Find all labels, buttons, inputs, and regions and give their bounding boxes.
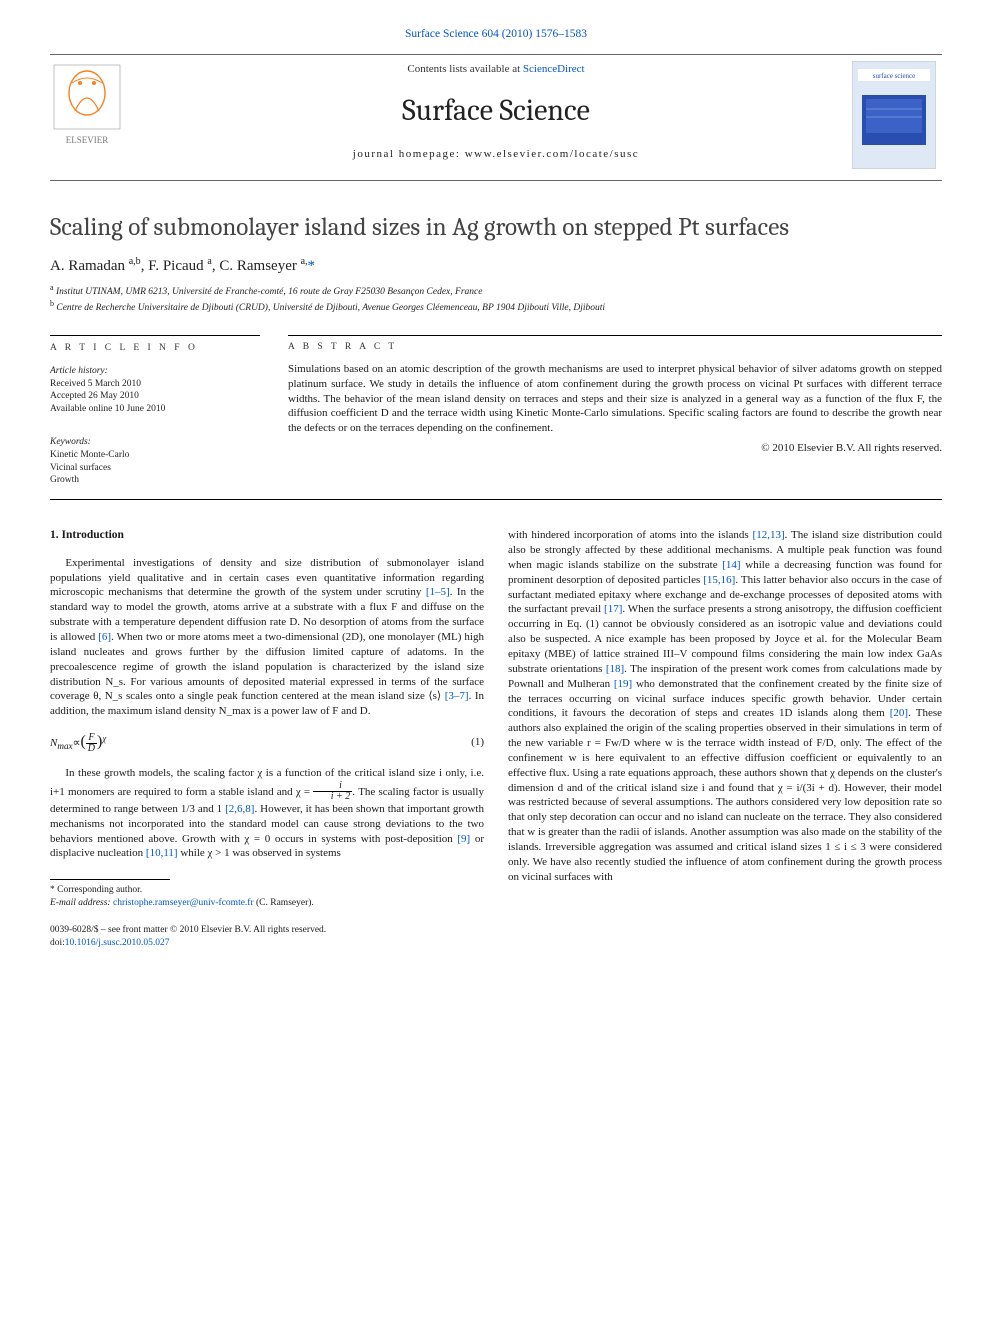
- keyword-3: Growth: [50, 474, 260, 487]
- cite-17[interactable]: [17]: [604, 603, 622, 615]
- affiliation-a: a Institut UTINAM, UMR 6213, Université …: [50, 283, 942, 299]
- journal-homepage[interactable]: journal homepage: www.elsevier.com/locat…: [353, 148, 639, 160]
- article-info: A R T I C L E I N F O Article history: R…: [50, 335, 260, 487]
- abstract-copyright: © 2010 Elsevier B.V. All rights reserved…: [288, 442, 942, 454]
- journal-header: ELSEVIER Contents lists available at Sci…: [50, 54, 942, 180]
- history-online: Available online 10 June 2010: [50, 403, 260, 416]
- keyword-2: Vicinal surfaces: [50, 462, 260, 475]
- history-received: Received 5 March 2010: [50, 378, 260, 391]
- abstract-text: Simulations based on an atomic descripti…: [288, 362, 942, 436]
- para-1: Experimental investigations of density a…: [50, 556, 484, 719]
- equation-1-number: (1): [454, 735, 484, 750]
- svg-text:surface science: surface science: [873, 72, 916, 80]
- email-line: E-mail address: christophe.ramseyer@univ…: [50, 897, 480, 910]
- corr-email[interactable]: christophe.ramseyer@univ-fcomte.fr: [113, 898, 254, 908]
- contents-line: Contents lists available at ScienceDirec…: [407, 63, 584, 75]
- doi-line: doi:10.1016/j.susc.2010.05.027: [50, 937, 484, 950]
- authors: A. Ramadan a,b, F. Picaud a, C. Ramseyer…: [50, 256, 942, 275]
- body-columns: 1. Introduction Experimental investigati…: [50, 528, 942, 949]
- cite-12-13[interactable]: [12,13]: [753, 529, 785, 541]
- cite-19[interactable]: [19]: [614, 678, 632, 690]
- cite-3-7[interactable]: [3–7]: [445, 690, 469, 702]
- cite-20[interactable]: [20]: [890, 707, 908, 719]
- cite-14[interactable]: [14]: [722, 559, 740, 571]
- corresponding-note: * Corresponding author.: [50, 884, 480, 897]
- keyword-1: Kinetic Monte-Carlo: [50, 449, 260, 462]
- front-matter: 0039-6028/$ – see front matter © 2010 El…: [50, 924, 484, 937]
- history-label: Article history:: [50, 365, 260, 378]
- publisher-logo[interactable]: ELSEVIER: [50, 55, 148, 180]
- cite-18[interactable]: [18]: [606, 663, 624, 675]
- affiliation-b: b Centre de Recherche Universitaire de D…: [50, 299, 942, 315]
- cite-1-5[interactable]: [1–5]: [426, 586, 450, 598]
- meta-row: A R T I C L E I N F O Article history: R…: [50, 335, 942, 487]
- header-rule: [50, 180, 942, 181]
- doi-link[interactable]: 10.1016/j.susc.2010.05.027: [65, 938, 170, 948]
- svg-text:ELSEVIER: ELSEVIER: [66, 135, 109, 145]
- journal-cover[interactable]: surface science: [844, 55, 942, 180]
- abstract-heading: A B S T R A C T: [288, 342, 942, 352]
- para-2: In these growth models, the scaling fact…: [50, 766, 484, 861]
- cite-15-16[interactable]: [15,16]: [703, 574, 735, 586]
- cite-9[interactable]: [9]: [457, 833, 470, 845]
- author-list: A. Ramadan a,b, F. Picaud a, C. Ramseyer…: [50, 258, 308, 274]
- cite-6[interactable]: [6]: [98, 631, 111, 643]
- corresponding-marker[interactable]: *: [308, 258, 316, 274]
- section-1-heading: 1. Introduction: [50, 528, 484, 544]
- para-3: with hindered incorporation of atoms int…: [508, 528, 942, 884]
- equation-1: Nmax∝(FD)χ (1): [50, 731, 484, 754]
- sciencedirect-link[interactable]: ScienceDirect: [523, 63, 585, 75]
- header-center: Contents lists available at ScienceDirec…: [148, 55, 844, 180]
- abstract: A B S T R A C T Simulations based on an …: [288, 335, 942, 487]
- meta-rule: [50, 499, 942, 500]
- history-accepted: Accepted 26 May 2010: [50, 390, 260, 403]
- contents-prefix: Contents lists available at: [407, 63, 522, 75]
- journal-reference[interactable]: Surface Science 604 (2010) 1576–1583: [0, 0, 992, 40]
- article-info-heading: A R T I C L E I N F O: [50, 342, 260, 355]
- cite-2-6-8[interactable]: [2,6,8]: [225, 803, 254, 815]
- cite-10-11[interactable]: [10,11]: [146, 847, 178, 859]
- footnote-rule: [50, 879, 170, 880]
- journal-name: Surface Science: [402, 93, 590, 128]
- affiliations: a Institut UTINAM, UMR 6213, Université …: [50, 283, 942, 315]
- article-title: Scaling of submonolayer island sizes in …: [50, 213, 942, 242]
- keywords-label: Keywords:: [50, 436, 260, 449]
